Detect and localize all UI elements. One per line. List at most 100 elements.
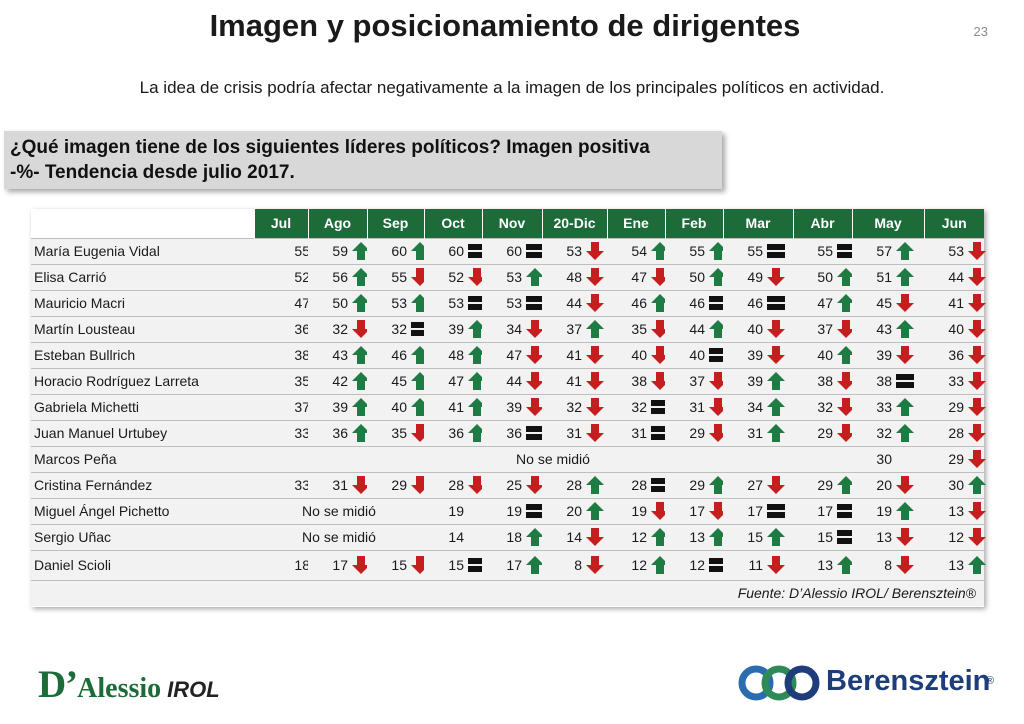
up-arrow-icon [709,476,727,494]
cell-value: 15 [747,529,763,545]
cell-value: 39 [448,321,464,337]
cell-value: 11 [748,557,763,573]
value-cell: 13 [924,497,986,524]
cell-value: 25 [506,477,522,493]
cell-value: 30 [876,451,892,467]
cell-value: 32 [391,321,407,337]
source-row: Fuente: D’Alessio IROL/ Berensztein® [31,579,984,606]
cell-value: 27 [747,477,763,493]
value-cell: 30 [924,471,986,498]
up-arrow-icon [896,424,914,442]
value-cell: 15 [367,549,429,580]
cell-value: 37 [817,321,833,337]
up-arrow-icon [709,528,727,546]
source-note: Fuente: D’Alessio IROL/ Berensztein® [31,579,984,606]
down-arrow-icon [526,372,544,390]
page-number: 23 [973,24,988,39]
cell-value: 36 [506,425,522,441]
cell-value: 19 [506,503,522,519]
value-cell: 17 [308,549,370,580]
cell-value: 32 [332,321,348,337]
value-cell: 14 [424,523,482,550]
table-row: Horacio Rodríguez Larreta 35 42 45 47 44 41 38 3… [31,367,986,394]
cell-value: 32 [631,399,647,415]
down-arrow-icon [586,398,604,416]
cell-value: 53 [948,243,964,259]
cell-value: 45 [391,373,407,389]
down-arrow-icon [837,320,855,338]
cell-value: 20 [566,503,582,519]
value-cell: 34 [482,315,544,342]
table-row: Esteban Bullrich 38 43 46 48 47 41 40 40 39 40 39 36 [31,341,986,368]
down-arrow-icon [651,346,669,364]
value-cell: 13 [852,523,924,550]
down-arrow-icon [586,242,604,260]
value-cell: 60 [367,237,429,264]
value-cell: 55 [793,237,855,264]
value-cell: 54 [607,237,669,264]
cell-value: 17 [747,503,763,519]
value-cell: 44 [665,315,727,342]
table-row: Mauricio Macri 47 50 53 53 53 44 46 46 46 47 45 41 [31,289,986,316]
cell-value: 32 [876,425,892,441]
value-cell: 32 [852,419,924,446]
value-cell: 49 [723,263,793,290]
leader-name: Esteban Bullrich [31,341,254,368]
value-cell: 19 [852,497,924,524]
value-cell: 39 [723,341,793,368]
cell-value: 32 [817,399,833,415]
leader-name: Horacio Rodríguez Larreta [31,367,254,394]
cell-value: 53 [448,295,464,311]
cell-value: 35 [631,321,647,337]
down-arrow-icon [586,268,604,286]
cell-value: 37 [566,321,582,337]
value-cell: 55 [367,263,429,290]
column-header: Ene [606,209,665,238]
not-measured-note: No se midió [254,497,424,524]
value-cell: 37 [665,367,727,394]
up-arrow-icon [709,242,727,260]
up-arrow-icon [837,268,855,286]
table-body: María Eugenia Vidal 55 59 60 60 60 53 54 55 55 55 5… [31,237,986,580]
up-arrow-icon [767,528,785,546]
up-arrow-icon [651,528,669,546]
value-cell: 33 [254,471,310,498]
value-cell: 32 [367,315,429,342]
up-arrow-icon [352,372,370,390]
cell-value: 40 [817,347,833,363]
down-arrow-icon [709,372,727,390]
cell-value: 52 [448,269,464,285]
cell-value: 28 [631,477,647,493]
dalessio-irol-logo: D’Alessio IROL [38,662,220,707]
value-cell: 46 [367,341,429,368]
column-header: 20-Dic [541,209,607,238]
up-arrow-icon [526,268,544,286]
down-arrow-icon [968,424,986,442]
equal-icon [767,504,785,518]
cell-value: 33 [876,399,892,415]
value-cell: 28 [607,471,669,498]
cell-value: 44 [948,269,964,285]
cell-value: 40 [391,399,407,415]
value-cell: 60 [424,237,486,264]
down-arrow-icon [352,476,370,494]
up-arrow-icon [352,242,370,260]
value-cell: 13 [665,523,727,550]
up-arrow-icon [837,346,855,364]
value-cell: 39 [424,315,486,342]
up-arrow-icon [896,320,914,338]
down-arrow-icon [586,346,604,364]
cell-value: 53 [506,269,522,285]
down-arrow-icon [651,372,669,390]
logo-brand-name: Alessio [77,673,162,704]
cell-value: 13 [948,557,964,573]
cell-value: 55 [817,243,833,259]
cell-value: 52 [294,269,310,285]
value-cell: 44 [482,367,544,394]
equal-icon [767,296,785,310]
value-cell: 41 [924,289,986,316]
equal-icon [837,530,855,544]
value-cell: 40 [793,341,855,368]
up-arrow-icon [586,476,604,494]
value-cell: 55 [665,237,727,264]
